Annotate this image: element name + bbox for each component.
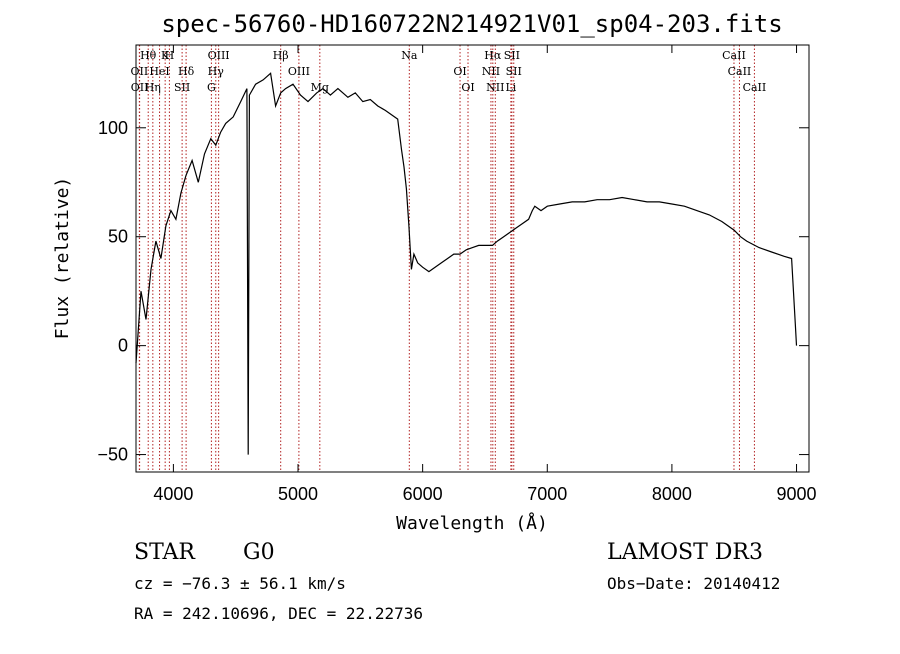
y-axis: −50 0 50 100 — [97, 118, 809, 465]
spectral-line-label: Hη — [145, 81, 161, 94]
spectrum-series-layer — [135, 72, 798, 455]
spectral-line-label: Hγ — [208, 65, 225, 78]
y-tick-label: 50 — [108, 227, 128, 247]
spectral-line-label: Li — [505, 81, 516, 94]
ra-dec: RA = 242.10696, DEC = 22.22736 — [134, 604, 423, 623]
spectral-line-label: OII — [131, 65, 149, 78]
chart-title: spec-56760-HD160722N214921V01_sp04-203.f… — [161, 10, 782, 38]
y-tick-label: −50 — [97, 445, 128, 465]
spectral-line-label: NII — [482, 65, 500, 78]
spectral-line-label: CaII — [743, 81, 767, 94]
y-tick-label: 100 — [98, 118, 128, 138]
spectral-line-label: Hδ — [178, 65, 195, 78]
spectral-line-label: OIII — [208, 49, 230, 62]
spectral-line-label: OIII — [288, 65, 310, 78]
spectral-line-label: H — [165, 49, 175, 62]
x-tick-label: 9000 — [777, 484, 817, 504]
spectral-line-label: CaII — [728, 65, 752, 78]
x-axis: 4000 5000 6000 7000 8000 9000 — [153, 45, 817, 504]
spectral-line-label: Hα — [484, 49, 502, 62]
survey-name: LAMOST DR3 — [607, 540, 763, 565]
spectral-line-label: K — [161, 49, 170, 62]
redshift-cz: cz = −76.3 ± 56.1 km/s — [134, 574, 346, 593]
plot-frame — [135, 44, 810, 473]
spectral-line-label: HeI — [149, 65, 169, 78]
spectral-line-label: SII — [174, 81, 190, 94]
object-subclass: G0 — [243, 540, 275, 565]
spectral-line-label: Na — [401, 49, 418, 62]
x-tick-label: 7000 — [527, 484, 567, 504]
x-tick-label: 6000 — [403, 484, 443, 504]
x-axis-label: Wavelength (Å) — [396, 512, 548, 534]
spectral-line-label: OII — [131, 81, 149, 94]
spectral-line-labels: HθOIIOIIKHeIHηHHδSIIOIIIHγGHβOIIIMgNaOIO… — [131, 49, 767, 94]
spectral-line-label: Mg — [311, 81, 329, 94]
observation-date: Obs−Date: 20140412 — [607, 574, 780, 593]
x-tick-label: 5000 — [278, 484, 318, 504]
spectral-line-label: G — [207, 81, 216, 94]
x-tick-label: 8000 — [652, 484, 692, 504]
y-axis-label: Flux (relative) — [52, 177, 73, 340]
spectral-line-label: OI — [461, 81, 474, 94]
spectrum-series-line — [135, 72, 798, 455]
spectral-line-label: SII — [506, 65, 522, 78]
spectral-line-label: SII — [504, 49, 520, 62]
object-class: STAR — [134, 540, 196, 565]
spectral-line-label: Hθ — [140, 49, 157, 62]
spectral-lines-layer — [138, 45, 755, 472]
x-tick-label: 4000 — [153, 484, 193, 504]
spectral-line-label: OI — [453, 65, 466, 78]
spectral-line-label: NII — [486, 81, 504, 94]
spectral-line-label: Hβ — [273, 49, 289, 62]
y-tick-label: 0 — [118, 336, 128, 356]
spectral-line-label: CaII — [722, 49, 746, 62]
